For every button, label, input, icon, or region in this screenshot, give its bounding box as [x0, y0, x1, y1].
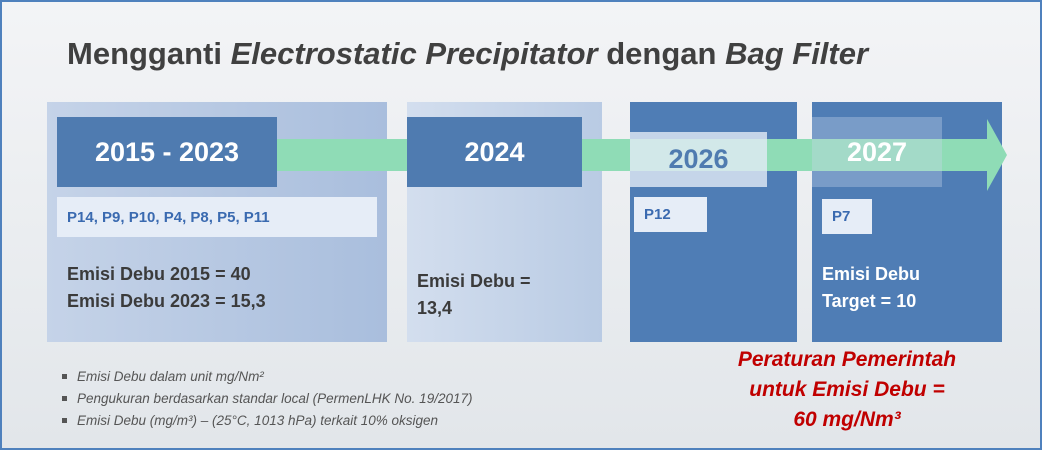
year-box: 2015 - 2023: [57, 117, 277, 187]
regulation-line: Peraturan Pemerintah: [682, 345, 1012, 375]
emission-line: Emisi Debu =: [417, 268, 531, 295]
year-box: 2024: [407, 117, 582, 187]
emission-text: Emisi Debu = 13,4: [417, 268, 531, 322]
plants-label: P14, P9, P10, P4, P8, P5, P11: [57, 197, 377, 237]
regulation: Peraturan Pemerintah untuk Emisi Debu = …: [682, 345, 1012, 435]
note: Emisi Debu dalam unit mg/Nm²: [62, 366, 472, 388]
emission-line: Emisi Debu 2023 = 15,3: [67, 288, 266, 315]
plants-label: P7: [822, 199, 872, 234]
emission-line: Target = 10: [822, 288, 920, 315]
notes: Emisi Debu dalam unit mg/Nm² Pengukuran …: [62, 366, 472, 432]
note: Emisi Debu (mg/m³) – (25°C, 1013 hPa) te…: [62, 410, 472, 432]
slide: Mengganti Electrostatic Precipitator den…: [0, 0, 1042, 450]
year-box: 2027: [812, 117, 942, 187]
emission-line: 13,4: [417, 295, 531, 322]
regulation-line: untuk Emisi Debu =: [682, 375, 1012, 405]
emission-text: Emisi Debu 2015 = 40 Emisi Debu 2023 = 1…: [67, 261, 266, 315]
regulation-line: 60 mg/Nm³: [682, 405, 1012, 435]
plants-label: P12: [634, 197, 707, 232]
emission-line: Emisi Debu: [822, 261, 920, 288]
year-box: 2026: [630, 132, 767, 187]
emission-text: Emisi Debu Target = 10: [822, 261, 920, 315]
note: Pengukuran berdasarkan standar local (Pe…: [62, 388, 472, 410]
emission-line: Emisi Debu 2015 = 40: [67, 261, 266, 288]
